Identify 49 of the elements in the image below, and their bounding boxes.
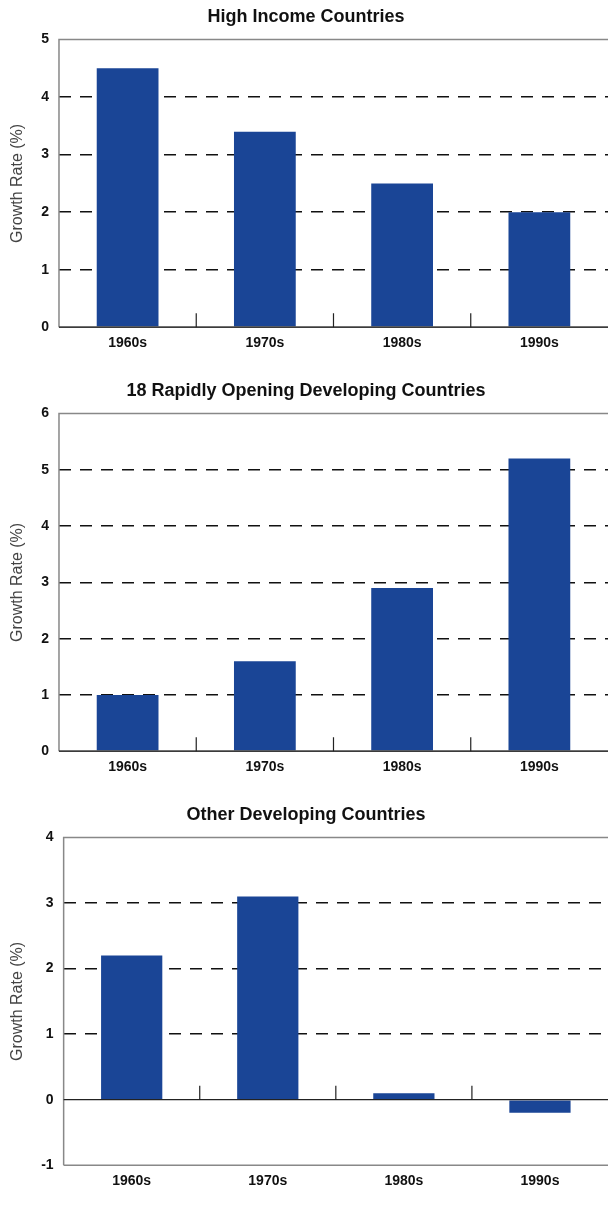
bar [508,212,571,327]
bar [371,183,433,327]
y-tick-label: 2 [45,959,54,976]
y-tick-label: 3 [41,573,50,590]
x-tick-label: 1990s [520,1172,560,1189]
y-tick-label: 6 [41,404,50,421]
x-tick-label: 1970s [248,1172,288,1189]
y-tick-label: 1 [41,260,50,277]
x-tick-label: 1990s [519,334,560,351]
x-tick-label: 1960s [108,334,148,351]
x-tick-label: 1970s [245,334,285,351]
y-tick-label: 2 [41,629,50,646]
bar [96,68,159,327]
y-tick-label: 4 [41,87,50,104]
x-tick-label: 1970s [245,758,285,775]
x-tick-label: 1990s [519,758,560,775]
bar [237,896,299,1099]
y-axis-title: Growth Rate (%) [8,123,26,243]
bar [373,1093,435,1099]
chart-title: Other Developing Countries [186,803,426,824]
bar [508,458,571,751]
y-tick-label: 5 [41,460,50,477]
y-tick-label: 3 [45,893,54,910]
x-tick-label: 1980s [382,334,422,351]
x-tick-label: 1980s [384,1172,424,1189]
bar [233,661,296,751]
y-axis-title: Growth Rate (%) [8,522,26,642]
y-tick-label: 4 [41,516,50,533]
chart-title: 18 Rapidly Opening Developing Countries [126,379,486,400]
x-tick-label: 1960s [108,758,148,775]
y-axis-title: Growth Rate (%) [8,941,26,1061]
bar [371,588,433,751]
y-tick-label: 5 [41,30,50,47]
chart-title: High Income Countries [207,5,405,26]
bar [233,131,296,327]
y-tick-label: 1 [41,685,50,702]
y-tick-label: 0 [45,1090,54,1107]
y-tick-label: -1 [41,1156,54,1173]
bar [509,1100,571,1113]
y-tick-label: 0 [41,318,50,335]
y-tick-label: 3 [41,145,50,162]
bar [96,694,159,751]
x-tick-label: 1980s [382,758,422,775]
y-tick-label: 4 [45,828,54,845]
x-tick-label: 1960s [112,1172,152,1189]
y-tick-label: 0 [41,742,50,759]
y-tick-label: 1 [45,1025,54,1042]
y-tick-label: 2 [41,203,50,220]
bar [101,955,163,1099]
